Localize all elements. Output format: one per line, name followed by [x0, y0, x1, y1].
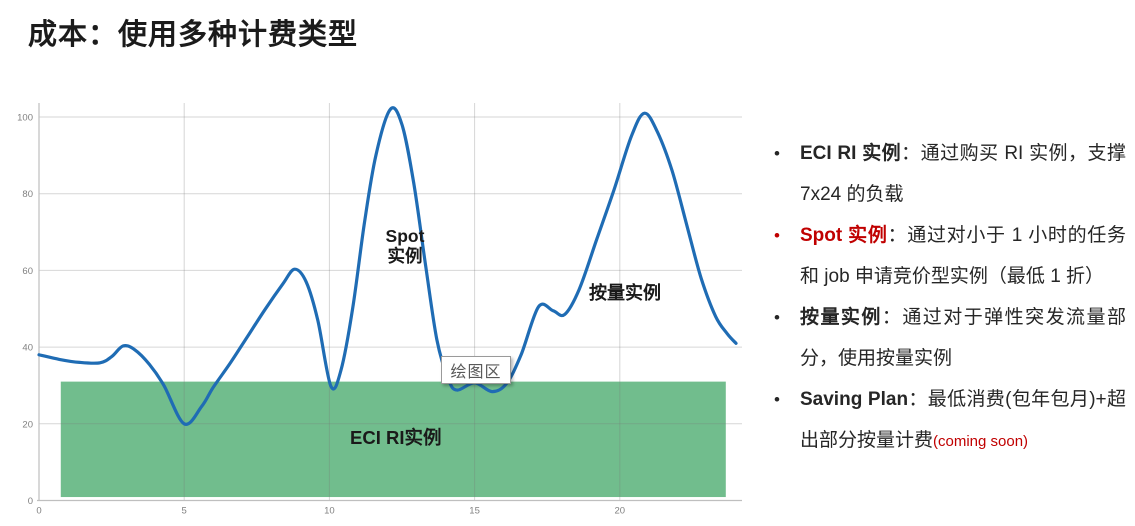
bullet-item-3: • Saving Plan：最低消费(包年包月)+超出部分按量计费(coming …	[772, 379, 1126, 462]
svg-text:15: 15	[469, 506, 480, 517]
bullet-dot-icon: •	[774, 308, 780, 327]
svg-text:100: 100	[17, 113, 33, 124]
bullet-dot-icon: •	[774, 390, 780, 409]
coming-soon-note: (coming soon)	[933, 433, 1029, 450]
bullet-description: ：最低消费(包年包月)+超出部分按量计费	[800, 389, 1126, 451]
y-axis-tick-labels: 0 20 40 60 80 100	[17, 113, 33, 508]
eci-ri-band-label: ECI RI实例	[350, 427, 442, 448]
svg-text:5: 5	[182, 506, 187, 517]
bullet-item-2: • 按量实例：通过对于弹性突发流量部分，使用按量实例	[772, 297, 1126, 379]
pay-as-you-go-chart-label: 按量实例	[589, 283, 661, 303]
bullet-item-0: • ECI RI 实例：通过购买 RI 实例，支撑 7x24 的负载	[772, 133, 1126, 215]
billing-types-bullet-list: • ECI RI 实例：通过购买 RI 实例，支撑 7x24 的负载 • Spot 实…	[772, 133, 1126, 462]
svg-text:60: 60	[22, 266, 33, 277]
bullet-term: Saving Plan	[800, 389, 909, 410]
chart-axes	[37, 103, 742, 502]
spot-instance-chart-label: Spot 实例	[385, 226, 425, 266]
svg-text:40: 40	[22, 343, 33, 354]
bullet-item-1: • Spot 实例：通过对小于 1 小时的任务和 job 申请竞价型实例（最低 1…	[772, 215, 1126, 297]
bullet-description: ：通过对于弹性突发流量部分，使用按量实例	[800, 307, 1126, 369]
page-title: 成本：使用多种计费类型	[28, 19, 359, 51]
cost-curve	[37, 106, 738, 426]
bullet-term: Spot 实例	[800, 225, 888, 246]
bullet-term: 按量实例	[800, 307, 882, 328]
bullet-term: ECI RI 实例	[800, 143, 902, 164]
bullet-description: ：通过购买 RI 实例，支撑 7x24 的负载	[800, 143, 1126, 205]
cost-line-chart: 0 20 40 60 80 100 0 5 10 15 20	[17, 103, 742, 517]
svg-text:80: 80	[22, 189, 33, 200]
svg-text:20: 20	[615, 506, 626, 517]
svg-text:20: 20	[22, 419, 33, 430]
chart-gridlines	[39, 103, 742, 501]
plot-area-tooltip: 绘图区	[441, 356, 511, 384]
bullet-description: ：通过对小于 1 小时的任务和 job 申请竞价型实例（最低 1 折）	[800, 225, 1126, 287]
bullet-dot-icon: •	[774, 226, 780, 245]
svg-text:0: 0	[36, 506, 41, 517]
svg-text:0: 0	[28, 496, 33, 507]
bullet-dot-icon: •	[774, 144, 780, 163]
svg-text:10: 10	[324, 506, 335, 517]
x-axis-tick-labels: 0 5 10 15 20	[36, 506, 625, 517]
